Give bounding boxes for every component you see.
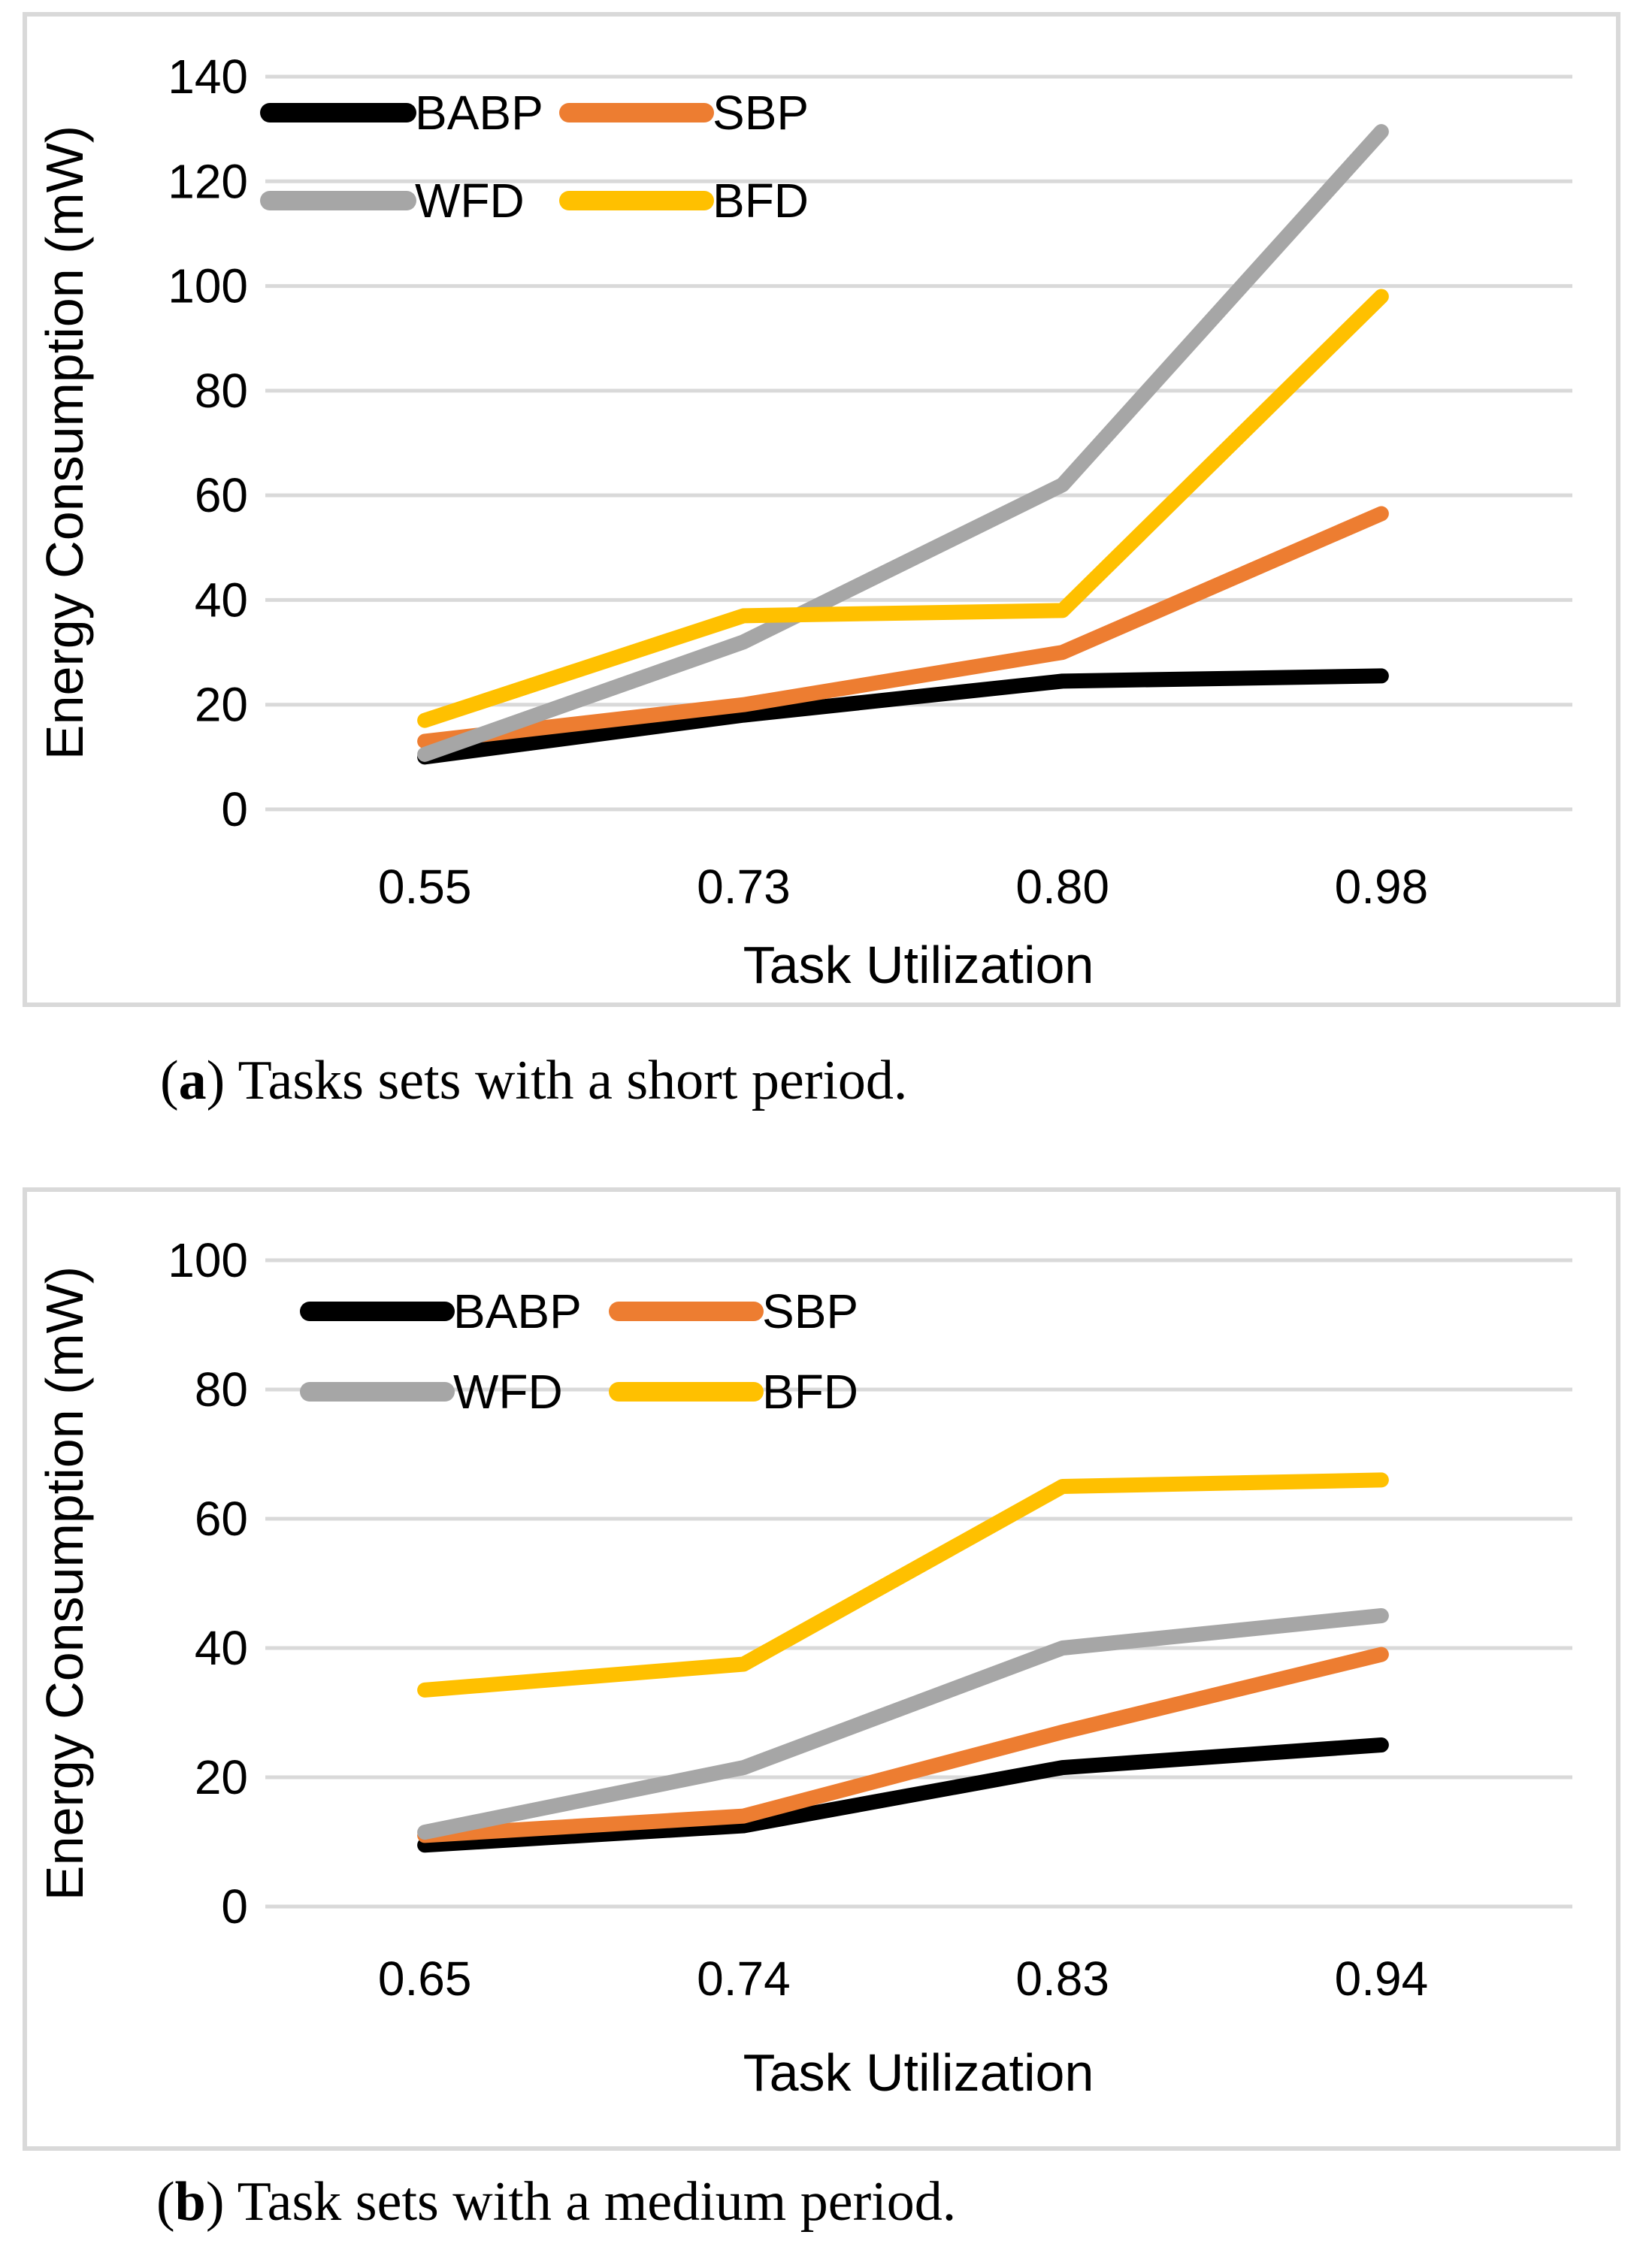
caption-b: (b) Task sets with a medium period. xyxy=(156,2169,956,2236)
chart-b-panel: 0 20 40 60 80 100 0.65 0.74 0.83 0.94 BABP SBP WFD… xyxy=(23,1187,1620,2151)
y-tick-label: 0 xyxy=(221,1879,248,1934)
legend-label-babp: BABP xyxy=(453,1284,582,1338)
caption-b-letter: b xyxy=(174,2171,206,2233)
chart-a-y-tick-labels: 0 20 40 60 80 100 120 140 xyxy=(168,50,248,836)
series-line-sbp xyxy=(417,1647,1389,1843)
caption-b-open-paren: ( xyxy=(156,2171,175,2233)
legend-label-babp: BABP xyxy=(415,86,543,140)
chart-b-series-lines xyxy=(417,1472,1389,1853)
legend-label-sbp: SBP xyxy=(713,86,809,140)
caption-a-letter: a xyxy=(178,1050,207,1111)
legend-label-wfd: WFD xyxy=(415,174,525,228)
y-tick-label: 20 xyxy=(195,678,248,732)
x-tick-label: 0.74 xyxy=(697,1952,791,2006)
y-tick-label: 40 xyxy=(195,573,248,627)
y-tick-label: 100 xyxy=(168,1233,248,1287)
y-tick-label: 80 xyxy=(195,364,248,418)
x-tick-label: 0.94 xyxy=(1335,1952,1429,2006)
chart-a-gridlines xyxy=(265,74,1572,812)
x-tick-label: 0.83 xyxy=(1015,1952,1109,2006)
x-tick-label: 0.80 xyxy=(1015,860,1109,914)
y-tick-label: 0 xyxy=(221,782,248,836)
chart-b-legend: BABP SBP WFD BFD xyxy=(300,1284,858,1419)
caption-a-close-paren: ) xyxy=(206,1050,238,1111)
caption-b-close-paren: ) xyxy=(205,2171,238,2233)
chart-a-border xyxy=(23,12,1620,1007)
y-tick-label: 100 xyxy=(168,259,248,313)
chart-a-panel: 0 20 40 60 80 100 120 140 0.55 0.73 0.80 0.98 BABP… xyxy=(23,12,1620,1007)
caption-b-text: Task sets with a medium period. xyxy=(237,2171,957,2233)
chart-b-figure: 0 20 40 60 80 100 0.65 0.74 0.83 0.94 BABP SBP WFD… xyxy=(23,1187,1620,2151)
chart-b-border xyxy=(23,1187,1620,2151)
chart-b-y-tick-labels: 0 20 40 60 80 100 xyxy=(168,1233,248,1934)
y-tick-label: 80 xyxy=(195,1362,248,1417)
chart-a-y-axis-title: Energy Consumption (mW) xyxy=(35,125,94,760)
chart-a-figure: 0 20 40 60 80 100 120 140 0.55 0.73 0.80 0.98 BABP… xyxy=(23,12,1620,1007)
chart-b-x-axis-title: Task Utilization xyxy=(743,2043,1094,2102)
legend-label-bfd: BFD xyxy=(713,174,809,228)
series-line-wfd xyxy=(417,124,1389,762)
series-line-babp xyxy=(417,1737,1389,1853)
series-line-bfd xyxy=(417,1472,1389,1698)
caption-a-text: Tasks sets with a short period. xyxy=(238,1050,908,1111)
series-line-sbp xyxy=(417,506,1389,749)
caption-a: (a) Tasks sets with a short period. xyxy=(160,1048,907,1114)
x-tick-label: 0.73 xyxy=(697,860,791,914)
y-tick-label: 40 xyxy=(195,1621,248,1675)
series-line-bfd xyxy=(417,289,1389,728)
x-tick-label: 0.98 xyxy=(1335,860,1429,914)
y-tick-label: 20 xyxy=(195,1750,248,1804)
series-line-wfd xyxy=(417,1608,1389,1840)
y-tick-label: 120 xyxy=(168,154,248,208)
y-tick-label: 140 xyxy=(168,50,248,104)
y-tick-label: 60 xyxy=(195,468,248,522)
series-line-babp xyxy=(417,668,1389,765)
legend-label-bfd: BFD xyxy=(762,1365,858,1419)
chart-a-x-tick-labels: 0.55 0.73 0.80 0.98 xyxy=(378,860,1428,914)
legend-label-sbp: SBP xyxy=(762,1284,858,1338)
chart-b-y-axis-title: Energy Consumption (mW) xyxy=(35,1266,94,1901)
chart-a-legend: BABP SBP WFD BFD xyxy=(260,86,809,228)
chart-a-x-axis-title: Task Utilization xyxy=(743,936,1094,994)
x-tick-label: 0.65 xyxy=(378,1952,472,2006)
chart-b-x-tick-labels: 0.65 0.74 0.83 0.94 xyxy=(378,1952,1428,2006)
chart-a-series-lines xyxy=(417,124,1389,765)
legend-label-wfd: WFD xyxy=(453,1365,563,1419)
y-tick-label: 60 xyxy=(195,1492,248,1546)
chart-b-gridlines xyxy=(265,1258,1572,1909)
x-tick-label: 0.55 xyxy=(378,860,472,914)
caption-a-open-paren: ( xyxy=(160,1050,179,1111)
